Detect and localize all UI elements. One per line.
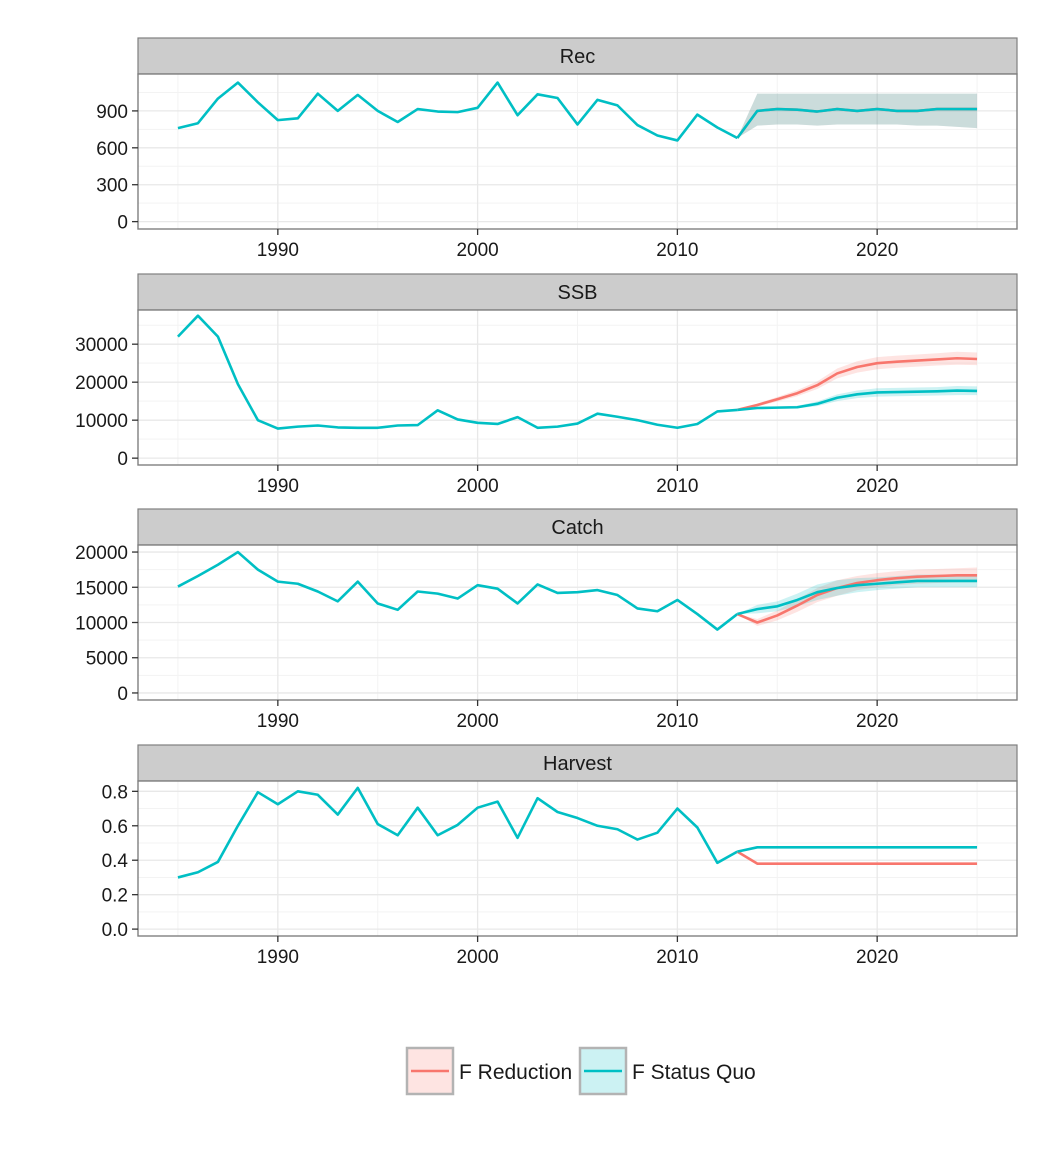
facet-strip [137,508,1018,546]
panel-border [137,73,1018,230]
legend-item-f-status-quo: F Status Quo [578,1046,756,1096]
y-tick-label: 300 [96,176,128,197]
series-line-history [177,314,738,430]
facet-panel-catch: Catch 0 5000 10000 15000 20000 1990 2000 2010 202… [75,508,1018,732]
y-tick-label: 0.6 [102,817,128,838]
facet-panel-harvest: Harvest 0.0 0.2 0.4 0.6 0.8 1990 2000 2010 2020 [102,744,1018,968]
x-tick-label: 2010 [656,240,698,261]
facet-strip [137,744,1018,782]
x-tick-label: 1990 [257,476,299,497]
x-tick-label: 2020 [856,476,898,497]
panel-border [137,780,1018,937]
y-tick-label: 15000 [75,578,128,599]
facet-strip-label: Rec [560,46,596,68]
y-tick-label: 0.4 [102,851,129,872]
facet-panels: Rec 0 300 600 900 1990 2000 2010 2020 SSB 0 10000 20… [75,37,1018,968]
x-tick-label: 2020 [856,240,898,261]
y-tick-label: 600 [96,139,128,160]
x-tick-label: 1990 [257,711,299,732]
ribbon-f-reduction [737,351,978,410]
facet-strip [137,37,1018,75]
y-tick-label: 0.8 [102,782,128,803]
x-tick-label: 1990 [257,240,299,261]
series-line-history [177,786,738,879]
facet-strip-label: SSB [557,282,597,304]
y-tick-label: 20000 [75,373,128,394]
series-line-f-status-quo [736,107,978,139]
series-line-f-reduction [736,573,978,624]
x-tick-label: 2000 [456,476,498,497]
y-tick-label: 0 [117,684,128,705]
x-tick-label: 1990 [257,947,299,968]
ribbon-f-status-quo [737,93,978,138]
facet-panel-rec: Rec 0 300 600 900 1990 2000 2010 2020 [96,37,1018,261]
ribbon-f-reduction [737,93,978,138]
x-tick-label: 2000 [456,711,498,732]
y-tick-label: 10000 [75,614,128,635]
x-tick-label: 2020 [856,947,898,968]
y-tick-label: 900 [96,102,128,123]
x-tick-label: 2010 [656,947,698,968]
series-line-f-status-quo [737,579,978,616]
y-tick-label: 10000 [75,411,128,432]
y-tick-label: 0.2 [102,886,128,907]
facet-strip-label: Harvest [543,753,612,775]
x-tick-label: 2010 [656,711,698,732]
x-tick-label: 2020 [856,711,898,732]
y-tick-label: 0 [117,449,128,470]
y-tick-label: 20000 [75,543,128,564]
legend-label: F Reduction [459,1061,572,1084]
legend-item-f-reduction: F Reduction [405,1046,572,1096]
facet-panel-ssb: SSB 0 10000 20000 30000 1990 2000 2010 2020 [75,273,1018,497]
facet-strip-label: Catch [551,517,603,539]
x-tick-label: 2010 [656,476,698,497]
series-line-f-status-quo [737,389,978,412]
legend-label: F Status Quo [632,1061,756,1084]
series-line-history [177,81,738,142]
series-line-f-status-quo [737,846,978,853]
y-tick-label: 0 [117,213,128,234]
series-line-f-reduction [737,356,978,412]
legend: F Reduction F Status Quo [405,1046,756,1096]
facet-strip [137,273,1018,311]
y-tick-label: 0.0 [102,920,128,941]
x-tick-label: 2000 [456,947,498,968]
series-line-history [177,550,739,631]
series-line-f-reduction [736,850,978,865]
panel-border [137,309,1018,466]
x-tick-label: 2000 [456,240,498,261]
y-tick-label: 30000 [75,335,128,356]
y-tick-label: 5000 [86,649,128,670]
